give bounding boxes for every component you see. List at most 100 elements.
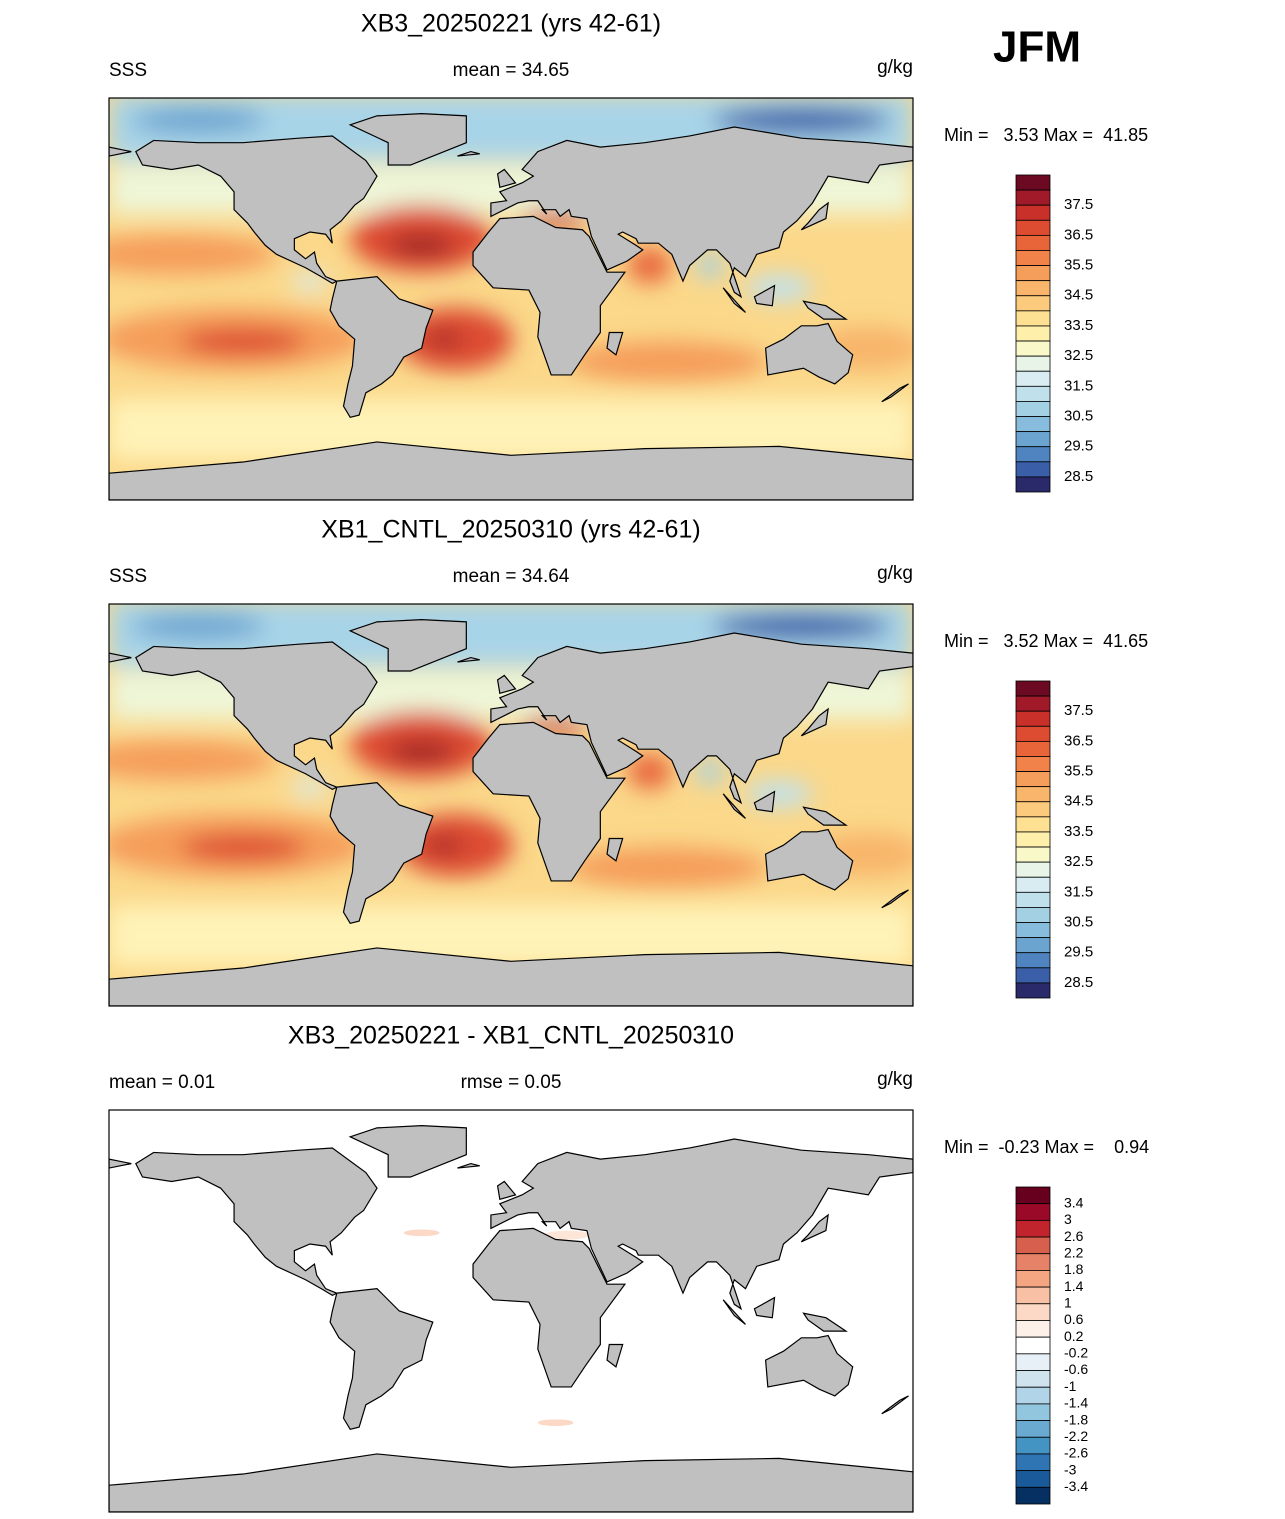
colorbar-box [1015,1420,1051,1438]
colorbar-box [1015,401,1051,417]
colorbar-label: -0.2 [1064,1345,1088,1361]
panel-left-label: SSS [109,566,147,587]
map-clip [109,600,913,1006]
panel-units: g/kg [877,57,913,78]
colorbar-box [1015,1320,1051,1338]
map-clip [109,94,913,500]
colorbar-label: 36.5 [1064,732,1093,749]
colorbar-box [1015,1203,1051,1221]
panel-left-label: mean = 0.01 [109,1072,215,1093]
panel-center-label: mean = 34.65 [453,60,570,81]
colorbar-label: -3 [1064,1461,1077,1477]
colorbar-label: -1.8 [1064,1411,1088,1427]
colorbar-label: 31.5 [1064,377,1093,394]
colorbar-box [1015,355,1051,372]
colorbar-box [1015,771,1051,788]
panel-left-label: SSS [109,60,147,81]
colorbar-box [1015,1486,1051,1505]
colorbar-box [1015,416,1051,433]
map-clip [109,1110,913,1512]
colorbar-box [1015,967,1051,984]
map-panel [108,1109,914,1513]
panel-units: g/kg [877,563,913,584]
colorbar-label: -1 [1064,1378,1077,1394]
colorbar-label: 32.5 [1064,853,1093,870]
map-panel [108,600,914,1007]
colorbar-box [1015,265,1051,282]
colorbar-box [1015,725,1051,742]
panel-title: XB3_20250221 (yrs 42-61) [361,10,661,38]
colorbar-box [1015,325,1051,342]
colorbar-label: 28.5 [1064,468,1093,485]
panel-center-label: rmse = 0.05 [461,1072,562,1093]
colorbar-box [1015,876,1051,893]
colorbar-box [1015,937,1051,954]
colorbar-box [1015,952,1051,969]
colorbar-label: 37.5 [1064,196,1093,213]
colorbar-label: 2.6 [1064,1228,1084,1244]
colorbar-box [1015,310,1051,327]
colorbar-box [1015,861,1051,878]
colorbar-label: 1.8 [1064,1261,1084,1277]
colorbar-box [1015,340,1051,357]
colorbar-label: 35.5 [1064,763,1093,780]
colorbar-label: 28.5 [1064,974,1093,991]
min-max: Min = -0.23 Max = 0.94 [944,1137,1149,1157]
colorbar-box [1015,831,1051,848]
map-frame [108,603,914,1007]
colorbar-box [1015,801,1051,818]
colorbar-box [1015,280,1051,297]
colorbar-label: 29.5 [1064,438,1093,455]
colorbar-label: 3.4 [1064,1194,1084,1210]
panel-title: XB3_20250221 - XB1_CNTL_20250310 [288,1022,734,1050]
colorbar-box [1015,710,1051,727]
colorbar-box [1015,816,1051,833]
colorbar-label: -1.4 [1064,1395,1088,1411]
colorbar-box [1015,461,1051,478]
colorbar-label: 34.5 [1064,287,1093,304]
colorbar-label: 30.5 [1064,407,1093,424]
colorbar-label: 34.5 [1064,793,1093,810]
colorbar-label: 31.5 [1064,883,1093,900]
colorbar-label: 35.5 [1064,257,1093,274]
min-max: Min = 3.52 Max = 41.65 [944,631,1148,651]
min-max: Min = 3.53 Max = 41.85 [944,125,1148,145]
colorbar-label: 1 [1064,1294,1072,1310]
colorbar-box [1015,740,1051,757]
colorbar-label: 37.5 [1064,702,1093,719]
colorbar-label: 0.6 [1064,1311,1084,1327]
map-projection [109,600,913,1006]
colorbar-label: 0.2 [1064,1328,1084,1344]
panel-title: XB1_CNTL_20250310 (yrs 42-61) [321,516,700,544]
colorbar-box [1015,250,1051,266]
map-projection [109,1110,913,1512]
colorbar-box [1015,1453,1051,1472]
colorbar-box [1015,295,1051,312]
colorbar-box [1015,891,1051,908]
colorbar-label: -2.6 [1064,1445,1088,1461]
colorbar-box [1015,234,1051,251]
colorbar-box [1015,680,1051,697]
panel-center-label: mean = 34.64 [453,566,570,587]
colorbar-box [1015,786,1051,803]
colorbar-box [1015,189,1051,206]
map-frame [108,1109,914,1513]
colorbar-box [1015,1186,1051,1205]
colorbar-box [1015,431,1051,448]
colorbar-label: -0.6 [1064,1361,1088,1377]
colorbar-box [1015,1236,1051,1255]
colorbar-label: 29.5 [1064,944,1093,961]
colorbar-label: -2.2 [1064,1428,1088,1444]
colorbar-box [1015,1370,1051,1388]
colorbar-label: 32.5 [1064,347,1093,364]
colorbar-box [1015,846,1051,863]
colorbar-box [1015,1219,1051,1238]
colorbar-label: 36.5 [1064,226,1093,243]
colorbar-box [1015,1470,1051,1488]
colorbar-box [1015,1303,1051,1321]
colorbar-box [1015,982,1051,999]
colorbar-box [1015,1253,1051,1271]
colorbar-box [1015,446,1051,463]
colorbar-box [1015,385,1051,402]
